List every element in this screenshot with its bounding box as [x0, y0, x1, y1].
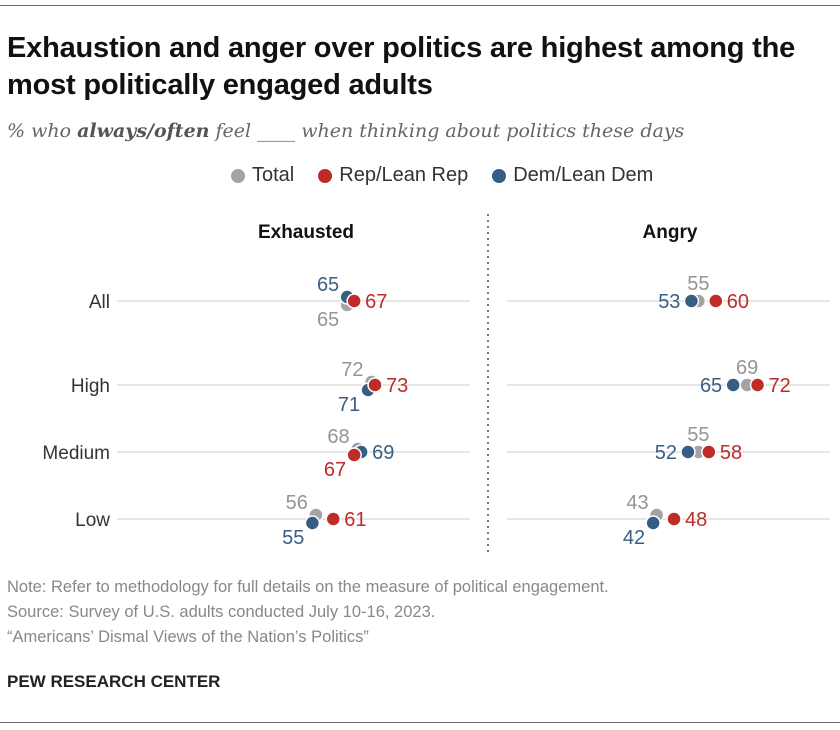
dot-rep-lean-rep [701, 444, 717, 460]
data-label: 68 [327, 426, 349, 448]
data-label: 65 [700, 375, 722, 397]
legend-dot-icon [231, 168, 245, 183]
chart-title: Exhaustion and anger over politics are h… [7, 32, 796, 101]
source: Source: Survey of U.S. adults conducted … [7, 603, 436, 621]
chart-subtitle: % who always/often feel ____ when thinki… [7, 120, 684, 142]
data-label: 55 [687, 424, 709, 446]
legend-dot-icon [492, 168, 507, 183]
dot-dem-lean-dem [304, 515, 321, 531]
data-label: 58 [720, 442, 742, 464]
data-label: 55 [282, 527, 304, 549]
data-label: 72 [341, 359, 363, 381]
legend-label: Rep/Lean Rep [339, 164, 469, 186]
dot-rep-lean-rep [367, 377, 383, 393]
dot-dem-lean-dem [680, 444, 696, 460]
data-label: 52 [655, 442, 677, 464]
legend: Total Rep/Lean Rep Dem/Lean Dem [231, 164, 653, 187]
legend-label: Dem/Lean Dem [513, 164, 654, 186]
data-label: 56 [286, 492, 308, 514]
dot-rep-lean-rep [346, 293, 362, 309]
data-label: 60 [727, 291, 749, 313]
dot-rep-lean-rep [325, 511, 342, 527]
dot-rep-lean-rep [749, 377, 766, 393]
brand-logo-text: PEW RESEARCH CENTER [7, 672, 221, 691]
data-label: 55 [687, 273, 709, 295]
data-label: 72 [769, 375, 791, 397]
note: Note: Refer to methodology for full deta… [7, 578, 609, 596]
subtitle-pre: % who [7, 120, 78, 142]
panel-title: Exhausted [258, 222, 354, 243]
row-label: High [71, 376, 110, 397]
dot-dem-lean-dem [725, 377, 741, 393]
data-label: 43 [626, 492, 648, 514]
data-label: 69 [736, 357, 758, 379]
top-rule [0, 5, 840, 6]
report-title: “Americans’ Dismal Views of the Nation’s… [7, 628, 369, 646]
data-label: 61 [344, 509, 366, 531]
row-label: Low [75, 510, 110, 531]
subtitle-post: feel ____ when thinking about politics t… [209, 120, 685, 142]
data-label: 73 [386, 375, 408, 397]
data-label: 48 [685, 509, 707, 531]
data-label: 65 [317, 274, 339, 296]
dot-rep-lean-rep [666, 511, 682, 527]
legend-label: Total [252, 164, 295, 186]
legend-item-rep: Rep/Lean Rep [318, 164, 468, 187]
data-label: 42 [623, 527, 645, 549]
data-label: 65 [317, 309, 339, 331]
data-label: 53 [658, 291, 680, 313]
dot-dem-lean-dem [683, 293, 700, 309]
dot-rep-lean-rep [708, 293, 724, 309]
dot-rep-lean-rep [346, 447, 362, 463]
panel-title: Angry [643, 222, 698, 243]
bottom-rule [0, 722, 840, 723]
data-label: 67 [324, 459, 346, 481]
row-label: All [89, 292, 110, 313]
legend-item-dem: Dem/Lean Dem [492, 164, 653, 187]
dot-dem-lean-dem [645, 515, 661, 531]
legend-dot-icon [318, 168, 333, 183]
data-label: 67 [365, 291, 387, 313]
subtitle-bold: always/often [77, 120, 210, 142]
data-label: 69 [372, 442, 394, 464]
data-label: 71 [338, 394, 360, 416]
legend-item-total: Total [231, 164, 294, 187]
row-label: Medium [42, 443, 110, 464]
